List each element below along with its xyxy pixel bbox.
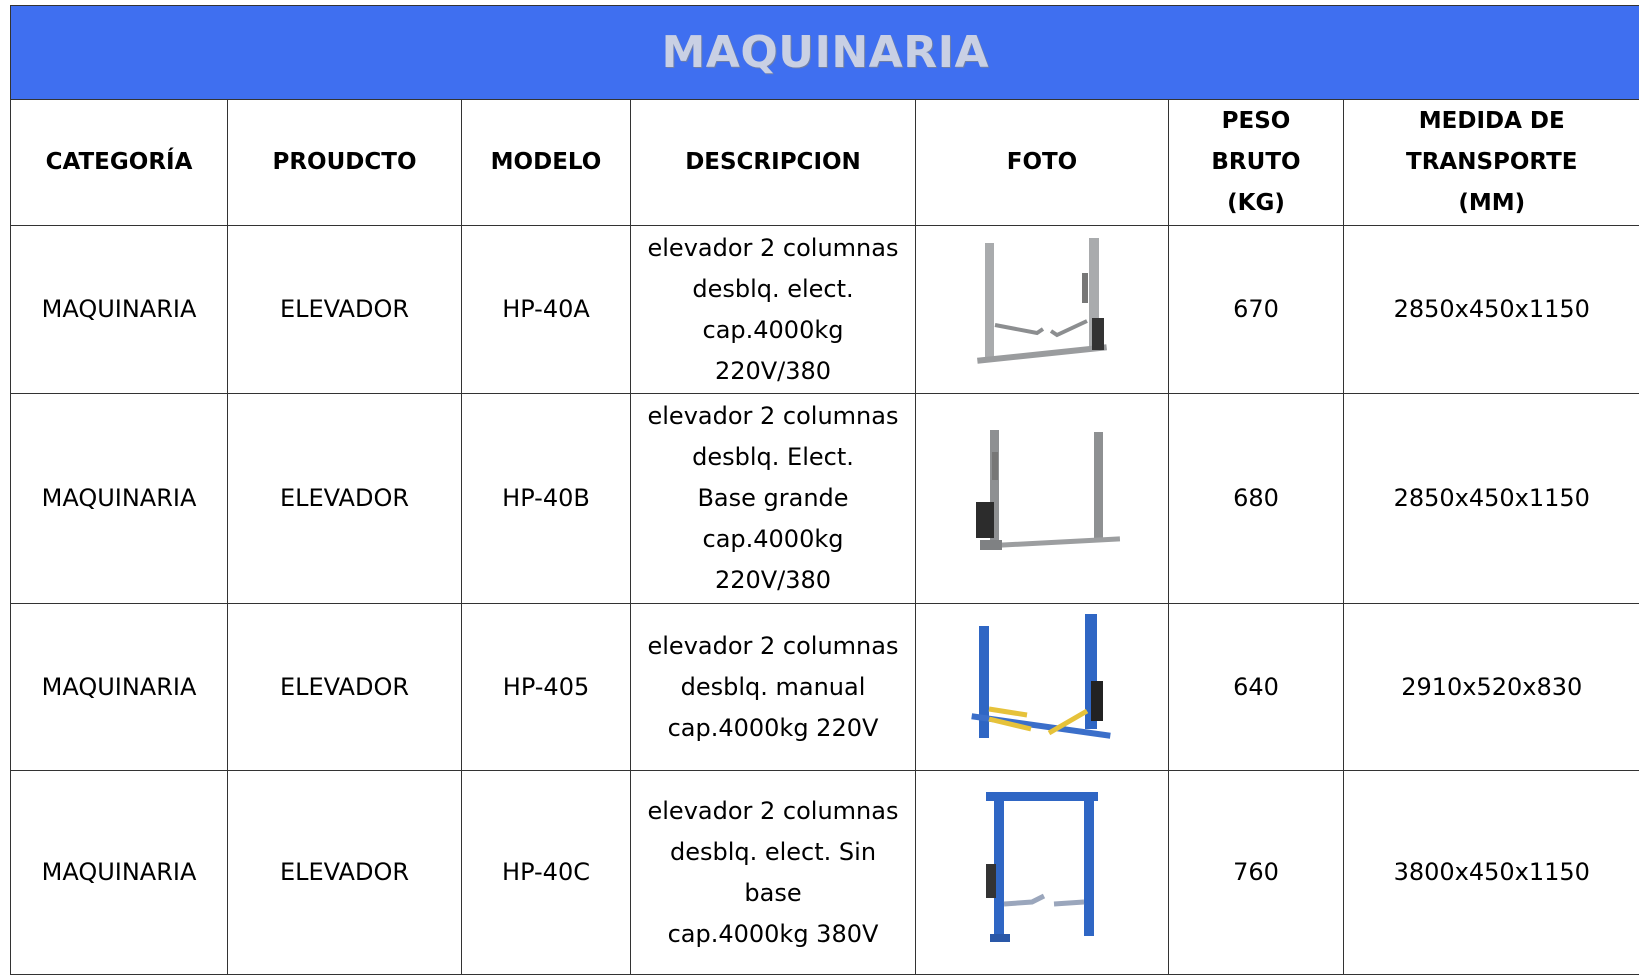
description-line: desblq. elect.	[631, 269, 915, 310]
header-line: (MM)	[1344, 183, 1639, 224]
header-line: CATEGORÍA	[11, 142, 227, 183]
description-line: Base grande	[631, 478, 915, 519]
model: HP-405	[503, 673, 589, 701]
transport-size: 2910x520x830	[1401, 673, 1582, 701]
model-cell: HP-40B	[462, 394, 631, 604]
column-header: PROUDCTO	[228, 100, 462, 226]
model: HP-40A	[502, 295, 590, 323]
category-cell: MAQUINARIA	[11, 226, 228, 394]
gross-weight-cell: 670	[1169, 226, 1344, 394]
header-line: MEDIDA DE	[1344, 101, 1639, 142]
transport-size-cell: 3800x450x1150	[1344, 771, 1639, 975]
description-line: elevador 2 columnas	[631, 626, 915, 667]
title-row: MAQUINARIA	[11, 6, 1639, 100]
description-line: cap.4000kg 380V	[631, 914, 915, 955]
description-line: cap.4000kg 220V	[631, 708, 915, 749]
description-line: base	[631, 873, 915, 914]
title-cell: MAQUINARIA	[11, 6, 1639, 100]
gross-weight: 670	[1233, 295, 1279, 323]
model-cell: HP-40C	[462, 771, 631, 975]
product-cell: ELEVADOR	[228, 226, 462, 394]
description-line: cap.4000kg	[631, 519, 915, 560]
product: ELEVADOR	[280, 858, 409, 886]
table-row: MAQUINARIA ELEVADOR HP-40C elevador 2 colum…	[11, 771, 1639, 975]
category: MAQUINARIA	[42, 858, 197, 886]
header-line: MODELO	[462, 142, 630, 183]
model: HP-40C	[502, 858, 590, 886]
transport-size: 2850x450x1150	[1394, 295, 1590, 323]
gross-weight-cell: 640	[1169, 604, 1344, 771]
category-cell: MAQUINARIA	[11, 771, 228, 975]
photo-cell	[916, 394, 1169, 604]
product: ELEVADOR	[280, 673, 409, 701]
gross-weight: 680	[1233, 484, 1279, 512]
header-line: (KG)	[1169, 183, 1343, 224]
header-line: PROUDCTO	[228, 142, 461, 183]
table-row: MAQUINARIA ELEVADOR HP-40B elevador 2 colum…	[11, 394, 1639, 604]
column-header: MODELO	[462, 100, 631, 226]
transport-size: 2850x450x1150	[1394, 484, 1590, 512]
title: MAQUINARIA	[661, 27, 989, 78]
photo-cell	[916, 604, 1169, 771]
description-line: cap.4000kg	[631, 310, 915, 351]
lift-photo	[972, 784, 1112, 949]
gross-weight: 760	[1233, 858, 1279, 886]
column-header: DESCRIPCION	[631, 100, 916, 226]
category-cell: MAQUINARIA	[11, 394, 228, 604]
model: HP-40B	[502, 484, 590, 512]
product: ELEVADOR	[280, 295, 409, 323]
table-row: MAQUINARIA ELEVADOR HP-40A elevador 2 colum…	[11, 226, 1639, 394]
gross-weight-cell: 760	[1169, 771, 1344, 975]
transport-size: 3800x450x1150	[1394, 858, 1590, 886]
column-header: CATEGORÍA	[11, 100, 228, 226]
photo-cell	[916, 226, 1169, 394]
table-row: MAQUINARIA ELEVADOR HP-405 elevador 2 colum…	[11, 604, 1639, 771]
product: ELEVADOR	[280, 484, 409, 512]
description-line: desblq. manual	[631, 667, 915, 708]
category-cell: MAQUINARIA	[11, 604, 228, 771]
product-cell: ELEVADOR	[228, 771, 462, 975]
column-header: FOTO	[916, 100, 1169, 226]
header-line: DESCRIPCION	[631, 142, 915, 183]
description-line: elevador 2 columnas	[631, 791, 915, 832]
category: MAQUINARIA	[42, 673, 197, 701]
category: MAQUINARIA	[42, 484, 197, 512]
product-cell: ELEVADOR	[228, 604, 462, 771]
lift-photo	[967, 611, 1117, 751]
category: MAQUINARIA	[42, 295, 197, 323]
header-line: PESO	[1169, 101, 1343, 142]
gross-weight: 640	[1233, 673, 1279, 701]
header-line: BRUTO	[1169, 142, 1343, 183]
product-cell: ELEVADOR	[228, 394, 462, 604]
photo-cell	[916, 771, 1169, 975]
description-line: desblq. Elect.	[631, 437, 915, 478]
description-line: elevador 2 columnas	[631, 228, 915, 269]
description-line: elevador 2 columnas	[631, 396, 915, 437]
model-cell: HP-405	[462, 604, 631, 771]
transport-size-cell: 2850x450x1150	[1344, 394, 1639, 604]
description-line: 220V/380	[631, 560, 915, 601]
gross-weight-cell: 680	[1169, 394, 1344, 604]
header-line: FOTO	[916, 142, 1168, 183]
model-cell: HP-40A	[462, 226, 631, 394]
lift-photo	[962, 422, 1122, 562]
description-line: desblq. elect. Sin	[631, 832, 915, 873]
transport-size-cell: 2910x520x830	[1344, 604, 1639, 771]
description-line: 220V/380	[631, 351, 915, 392]
header-line: TRANSPORTE	[1344, 142, 1639, 183]
lift-photo	[967, 233, 1117, 373]
transport-size-cell: 2850x450x1150	[1344, 226, 1639, 394]
